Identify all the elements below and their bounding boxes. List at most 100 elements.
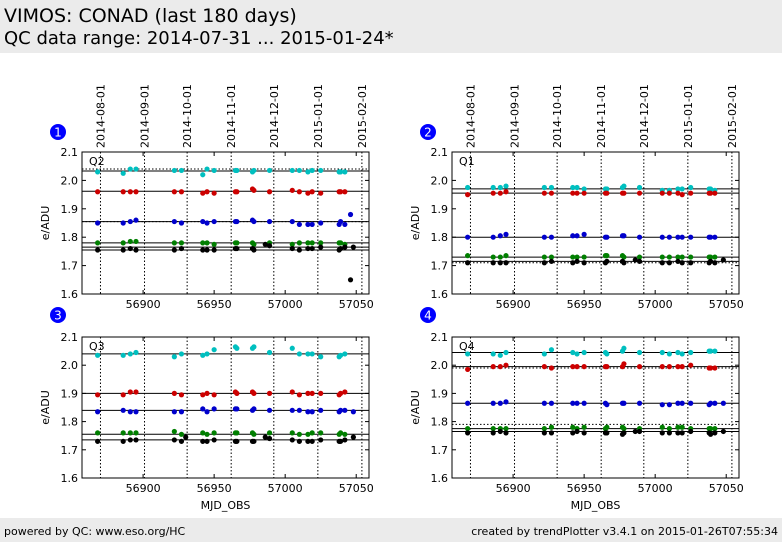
data-point-black (720, 257, 726, 263)
data-point-blue (204, 409, 210, 415)
data-point-red (688, 362, 694, 368)
data-point-blue (127, 409, 133, 415)
y-tick-label: 2.0 (61, 359, 79, 372)
data-point-black (234, 245, 240, 252)
panel-label: Q1 (459, 155, 475, 168)
data-point-green (503, 253, 509, 259)
data-point-blue (234, 406, 240, 412)
data-point-cyan (289, 345, 295, 351)
data-point-red (296, 189, 302, 195)
data-point-black (204, 247, 210, 253)
data-point-red (712, 365, 718, 371)
data-point-black (350, 434, 356, 440)
data-point-cyan (200, 172, 206, 178)
data-point-black (127, 437, 133, 443)
data-point-cyan (503, 349, 509, 356)
y-tick-label: 1.7 (431, 444, 449, 457)
data-point-blue (675, 400, 681, 406)
data-point-red (204, 189, 210, 195)
data-point-cyan (337, 352, 344, 358)
data-point-cyan (337, 169, 344, 175)
data-point-red (234, 390, 240, 396)
data-point-cyan (178, 351, 185, 357)
data-point-green (318, 240, 324, 246)
data-point-red (574, 190, 580, 196)
data-point-red (659, 364, 665, 370)
x-tick-label: 56900 (126, 482, 161, 495)
data-point-red (342, 389, 348, 395)
data-point-red (574, 364, 580, 370)
x-tick-label: 57000 (638, 482, 673, 495)
data-point-cyan (251, 167, 257, 174)
panel-badge-number: 4 (424, 309, 432, 323)
data-point-blue (666, 402, 672, 408)
data-point-cyan (679, 351, 685, 357)
data-point-black (183, 434, 189, 440)
data-point-red (95, 189, 101, 195)
panel-label: Q2 (89, 155, 105, 168)
data-point-black (581, 260, 587, 266)
data-point-red (200, 190, 206, 196)
data-point-red (666, 190, 672, 196)
data-point-black (251, 247, 257, 253)
data-point-blue (305, 409, 311, 415)
y-tick-label: 1.6 (61, 472, 79, 485)
x-tick-label: 56950 (197, 482, 232, 495)
data-point-black (234, 438, 240, 444)
data-point-blue (675, 234, 681, 240)
y-tick-label: 1.6 (431, 288, 449, 301)
data-point-black (497, 428, 503, 435)
data-point-black (305, 438, 311, 444)
data-point-green (309, 240, 315, 246)
data-point-green (133, 430, 139, 436)
data-point-blue (204, 220, 210, 226)
data-point-green (541, 254, 547, 260)
data-point-cyan (120, 352, 126, 358)
data-point-green (574, 254, 580, 260)
data-point-black (497, 260, 503, 266)
data-point-green (200, 240, 206, 246)
data-point-black (632, 428, 638, 435)
data-point-green (666, 426, 672, 432)
data-point-blue (289, 407, 295, 413)
data-point-blue (666, 234, 672, 240)
plot-frame (451, 151, 740, 295)
data-point-green (234, 240, 240, 246)
data-point-green (171, 428, 177, 435)
data-point-green (305, 431, 311, 437)
data-point-red (178, 392, 185, 398)
y-tick-label: 2.0 (61, 174, 79, 187)
data-point-green (490, 254, 496, 260)
data-point-red (636, 190, 643, 196)
data-point-blue (490, 234, 496, 240)
data-point-cyan (127, 351, 133, 357)
data-point-cyan (133, 166, 139, 172)
data-point-red (318, 390, 324, 396)
data-point-black (120, 438, 126, 444)
data-point-black (127, 245, 133, 252)
data-point-red (490, 364, 496, 370)
data-point-blue (171, 409, 177, 415)
data-point-black (289, 245, 295, 252)
data-point-red (666, 364, 672, 370)
data-point-red (675, 364, 681, 370)
data-point-black (204, 438, 210, 444)
data-point-green (204, 431, 210, 437)
data-point-black (688, 428, 694, 435)
data-point-black (350, 244, 356, 250)
data-point-black (309, 438, 315, 444)
x-tick-label: 57050 (339, 482, 374, 495)
data-point-cyan (234, 167, 240, 174)
data-point-blue (570, 233, 576, 239)
data-point-blue (707, 234, 714, 240)
data-point-cyan (251, 344, 257, 350)
data-point-blue (296, 407, 302, 413)
data-point-green (337, 240, 344, 246)
data-point-black (133, 437, 139, 443)
y-tick-label: 1.9 (61, 203, 79, 216)
panel-badge-4 (420, 307, 436, 323)
data-point-black (171, 437, 177, 443)
data-point-blue (337, 218, 344, 225)
data-point-cyan (675, 349, 681, 356)
data-point-cyan (465, 351, 471, 357)
